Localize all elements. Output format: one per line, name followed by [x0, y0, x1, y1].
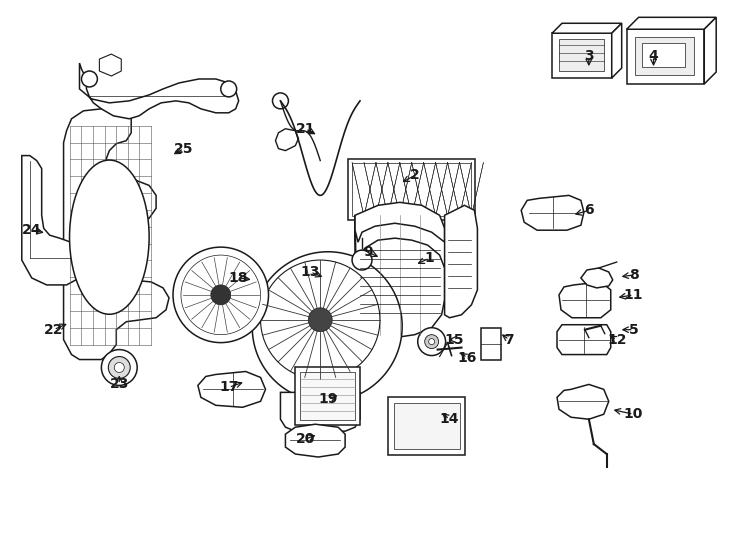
Text: 8: 8	[629, 268, 639, 282]
Text: 24: 24	[22, 223, 42, 237]
Text: 4: 4	[649, 49, 658, 63]
Text: 16: 16	[458, 350, 477, 365]
Polygon shape	[552, 23, 622, 33]
Circle shape	[81, 71, 98, 87]
Bar	[482, 328, 501, 360]
Text: 21: 21	[296, 122, 315, 136]
Polygon shape	[704, 17, 716, 84]
Polygon shape	[280, 393, 360, 431]
Polygon shape	[99, 54, 121, 76]
Text: 17: 17	[219, 380, 239, 394]
Text: 6: 6	[584, 203, 594, 217]
Text: 3: 3	[584, 49, 594, 63]
Polygon shape	[611, 23, 622, 78]
Polygon shape	[286, 424, 345, 457]
Bar	[559, 39, 604, 71]
Text: 11: 11	[624, 288, 644, 302]
Bar	[552, 33, 611, 78]
Text: 2: 2	[410, 168, 420, 183]
Circle shape	[429, 339, 435, 345]
Text: 23: 23	[109, 377, 129, 392]
Circle shape	[101, 349, 137, 386]
Polygon shape	[581, 268, 613, 288]
Text: 12: 12	[607, 333, 626, 347]
Circle shape	[418, 328, 446, 355]
Text: 14: 14	[440, 412, 459, 426]
Bar	[388, 397, 465, 455]
Polygon shape	[355, 202, 445, 242]
Text: 20: 20	[296, 432, 315, 446]
Bar	[300, 373, 355, 420]
Text: 10: 10	[624, 407, 643, 421]
Circle shape	[272, 93, 288, 109]
Bar	[348, 159, 476, 220]
Text: 22: 22	[44, 323, 63, 337]
Text: 7: 7	[504, 333, 514, 347]
Polygon shape	[79, 63, 239, 119]
Polygon shape	[64, 109, 169, 360]
Ellipse shape	[70, 160, 149, 314]
Polygon shape	[252, 252, 402, 402]
Bar	[642, 43, 686, 67]
Circle shape	[425, 335, 439, 349]
Circle shape	[352, 250, 372, 270]
Polygon shape	[521, 195, 584, 230]
Text: 19: 19	[319, 393, 338, 406]
Bar	[635, 37, 694, 75]
Polygon shape	[559, 282, 611, 318]
Bar	[352, 163, 471, 217]
Polygon shape	[198, 372, 266, 407]
Text: 18: 18	[229, 271, 248, 285]
Circle shape	[109, 356, 130, 379]
Bar	[295, 368, 360, 425]
Polygon shape	[627, 17, 716, 29]
Circle shape	[211, 285, 230, 305]
Circle shape	[173, 247, 269, 342]
Text: 25: 25	[174, 141, 194, 156]
Polygon shape	[445, 205, 477, 318]
Text: 5: 5	[629, 323, 639, 337]
Circle shape	[221, 81, 236, 97]
Polygon shape	[355, 215, 445, 338]
Bar	[627, 29, 704, 84]
Polygon shape	[22, 156, 84, 285]
Circle shape	[115, 362, 124, 373]
Polygon shape	[557, 384, 608, 419]
Bar	[394, 403, 459, 449]
Text: 13: 13	[301, 265, 320, 279]
Text: 15: 15	[445, 333, 465, 347]
Circle shape	[308, 308, 333, 332]
Text: 1: 1	[425, 251, 435, 265]
Text: 9: 9	[363, 245, 373, 259]
Polygon shape	[557, 325, 611, 355]
